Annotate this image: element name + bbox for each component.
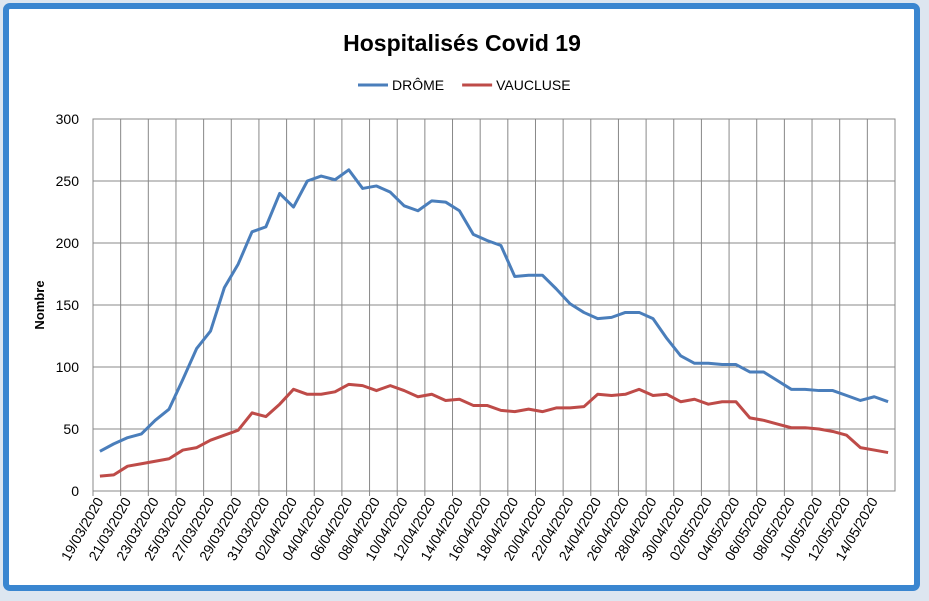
y-tick-label: 50 <box>63 421 79 437</box>
y-tick-label: 250 <box>56 173 80 189</box>
line-series <box>99 168 889 453</box>
y-tick-label: 200 <box>56 235 80 251</box>
legend-label: VAUCLUSE <box>496 77 570 93</box>
y-tick-label: 0 <box>71 483 79 499</box>
y-tick-label: 300 <box>56 111 80 127</box>
chart-title: Hospitalisés Covid 19 <box>343 30 581 56</box>
y-tick-label: 150 <box>56 297 80 313</box>
line-series <box>99 382 889 478</box>
y-tick-label: 100 <box>56 359 80 375</box>
y-axis-label: Nombre <box>32 280 47 329</box>
legend-label: DRÔME <box>392 77 444 93</box>
